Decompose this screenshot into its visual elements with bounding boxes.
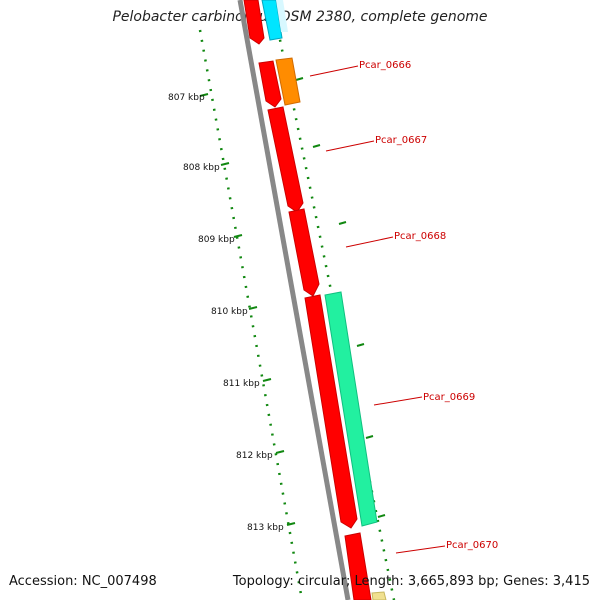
outer-tick-4 [356, 343, 365, 347]
tick-mark-813 [286, 522, 296, 526]
gene-arrow-top-red[interactable] [243, 0, 265, 45]
gene-label-pcar-0666[interactable]: Pcar_0666 [359, 60, 411, 71]
gene-arrow-pcar-0670[interactable] [344, 532, 372, 600]
tick-label-810: 810 kbp [211, 307, 248, 317]
leader-pcar-0668 [345, 236, 394, 248]
tick-mark-808 [220, 162, 230, 166]
gene-label-pcar-0668[interactable]: Pcar_0668 [394, 231, 446, 242]
gene-leaders [309, 65, 446, 554]
tick-mark-807 [199, 93, 209, 97]
gene-arrow-orange[interactable] [275, 57, 301, 106]
gene-features [243, 0, 387, 600]
outer-tick-3 [338, 221, 347, 225]
outer-tick-6 [377, 514, 386, 518]
tick-label-807: 807 kbp [168, 93, 205, 103]
scale-labels: 807 kbp 808 kbp 809 kbp 810 kbp 811 kbp … [168, 93, 284, 533]
scale-tick-marks [199, 77, 386, 526]
gene-label-pcar-0669[interactable]: Pcar_0669 [423, 392, 475, 403]
leader-pcar-0670 [395, 545, 446, 554]
gene-label-pcar-0667[interactable]: Pcar_0667 [375, 135, 427, 146]
tick-mark-809 [233, 234, 243, 238]
gene-arrow-pcar-0667[interactable] [267, 106, 304, 213]
leader-pcar-0669 [373, 396, 423, 406]
tick-label-812: 812 kbp [236, 451, 273, 461]
outer-tick-2 [312, 144, 321, 148]
accession-text: Accession: NC_007498 [9, 574, 157, 589]
tick-label-813: 813 kbp [247, 523, 284, 533]
gene-label-pcar-0670[interactable]: Pcar_0670 [446, 540, 498, 551]
tick-label-811: 811 kbp [223, 379, 260, 389]
gene-arrow-top-pale [276, 0, 288, 32]
tick-mark-812 [275, 450, 285, 454]
tick-label-808: 808 kbp [183, 163, 220, 173]
outer-tick-1 [295, 77, 304, 81]
genome-backbone [237, 0, 351, 600]
genome-summary-text: Topology: circular; Length: 3,665,893 bp… [232, 574, 590, 589]
gene-arrow-pcar-0669[interactable] [324, 291, 378, 527]
gene-arrow-bottom-yellow[interactable] [371, 591, 387, 600]
leader-pcar-0666 [309, 65, 359, 77]
gene-arrow-pcar-0668[interactable] [288, 208, 320, 297]
gene-labels: Pcar_0666 Pcar_0667 Pcar_0668 Pcar_0669 … [359, 60, 498, 551]
leader-pcar-0667 [325, 140, 375, 152]
outer-tick-5 [365, 435, 374, 439]
gene-arrow-top-cyan[interactable] [261, 0, 283, 41]
tick-mark-811 [262, 378, 272, 382]
tick-mark-810 [248, 306, 258, 310]
map-title: Pelobacter carbinolicus DSM 2380, comple… [112, 9, 488, 25]
tick-label-809: 809 kbp [198, 235, 235, 245]
gene-arrow-long-red[interactable] [304, 294, 358, 529]
gene-arrow-pcar-0666[interactable] [258, 60, 282, 108]
